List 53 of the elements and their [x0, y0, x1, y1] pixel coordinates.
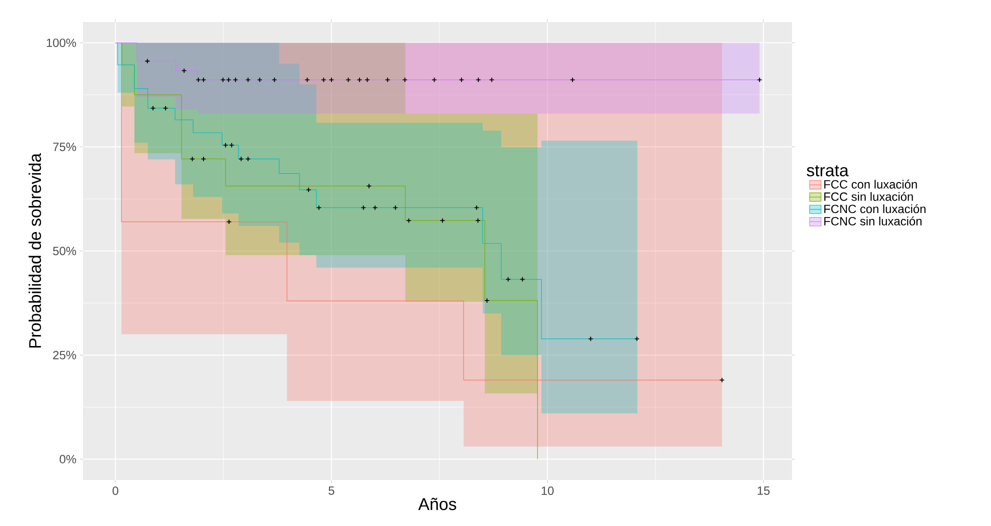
point	[440, 218, 446, 224]
point	[245, 156, 251, 162]
point	[245, 77, 251, 82]
point	[220, 77, 226, 82]
x-tick-label: 5	[328, 486, 334, 495]
x-axis-title: Años	[418, 498, 456, 510]
point	[200, 77, 206, 82]
legend-label: FCNC con luxación	[824, 204, 926, 214]
point	[634, 336, 640, 342]
y-axis-title: Probabilidad de sobrevida	[28, 153, 42, 348]
point	[476, 77, 481, 82]
y-tick-label: 100%	[46, 38, 76, 48]
point	[190, 156, 195, 162]
y-tick-label: 25%	[53, 350, 76, 360]
point	[719, 377, 725, 383]
legend-label: FCC con luxación	[824, 180, 917, 189]
y-tick-label: 50%	[53, 246, 76, 256]
point	[364, 77, 370, 82]
point	[226, 77, 232, 82]
point	[238, 156, 244, 162]
point	[570, 77, 576, 82]
legend-title: strata	[806, 165, 849, 176]
point	[144, 58, 150, 64]
point	[588, 336, 594, 342]
point	[226, 219, 232, 224]
point	[458, 77, 464, 82]
point	[232, 77, 238, 82]
point	[316, 205, 322, 210]
point	[475, 218, 481, 224]
point	[356, 77, 362, 82]
point	[402, 77, 408, 82]
point	[150, 106, 156, 111]
point	[162, 106, 168, 111]
point	[321, 77, 326, 82]
point	[484, 298, 490, 304]
point	[196, 77, 202, 82]
point	[272, 77, 278, 82]
point	[756, 77, 762, 82]
x-tick-label: 10	[542, 486, 554, 495]
point	[366, 183, 372, 189]
point	[474, 205, 480, 210]
x-tick-label: 15	[758, 486, 770, 495]
x-tick-label: 0	[112, 486, 118, 495]
point	[392, 205, 398, 210]
y-tick-label: 0%	[60, 454, 76, 464]
legend-label: FCC sin luxación	[824, 192, 913, 201]
point	[360, 205, 366, 210]
point	[328, 77, 334, 82]
legend-label: FCNC sin luxación	[824, 216, 922, 226]
y-tick-label: 75%	[53, 142, 76, 152]
point	[372, 205, 378, 210]
point	[200, 156, 206, 162]
point	[384, 77, 390, 82]
